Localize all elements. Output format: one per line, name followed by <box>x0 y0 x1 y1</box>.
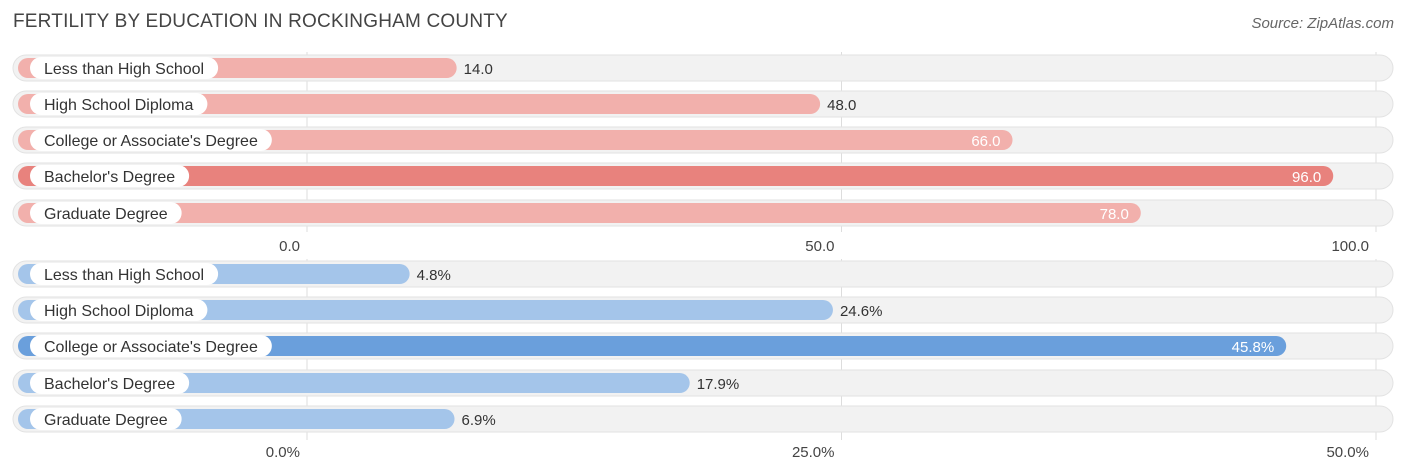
category-pill <box>30 93 208 115</box>
category-pill <box>30 372 190 394</box>
category-pill <box>30 165 190 187</box>
bar-row-graduate-degree: Graduate Degree 6.9% <box>12 405 1394 433</box>
tick-label: 0.0 <box>279 238 300 255</box>
tick-label: 100.0 <box>1331 238 1369 255</box>
category-label: High School Diploma <box>44 303 194 320</box>
value-label: 45.8% <box>1232 339 1275 356</box>
value-label: 96.0 <box>1292 169 1321 186</box>
bar <box>18 300 833 320</box>
bar-row-less-than-high-school: Less than High School 14.0 <box>12 54 1394 82</box>
tick-label: 50.0% <box>1326 444 1369 461</box>
category-label: Graduate Degree <box>44 412 168 429</box>
category-label: High School Diploma <box>44 97 194 114</box>
value-label: 66.0 <box>971 133 1000 150</box>
bar-row-college-or-associate-s-degree: College or Associate's Degree 45.8% <box>12 332 1394 360</box>
bar <box>18 94 821 114</box>
panel-fertility-rate: Less than High School 14.0 High School Dip… <box>12 52 1394 255</box>
category-label: Graduate Degree <box>44 206 168 223</box>
bar-row-bachelor-s-degree: Bachelor's Degree 17.9% <box>12 369 1394 397</box>
source-label: Source: ZipAtlas.com <box>1251 15 1394 32</box>
value-label: 14.0 <box>464 61 493 78</box>
bar <box>18 336 1287 356</box>
value-label: 48.0 <box>827 97 856 114</box>
category-label: Less than High School <box>44 61 204 78</box>
bar <box>18 203 1141 223</box>
category-label: Bachelor's Degree <box>44 169 175 186</box>
chart-title: FERTILITY BY EDUCATION IN ROCKINGHAM COU… <box>13 11 508 32</box>
category-pill <box>30 408 182 430</box>
bar-row-college-or-associate-s-degree: College or Associate's Degree 66.0 <box>12 126 1394 154</box>
value-label: 6.9% <box>462 412 496 429</box>
category-pill <box>30 299 208 321</box>
category-pill <box>30 202 182 224</box>
category-pill <box>30 263 219 285</box>
value-label: 78.0 <box>1100 206 1129 223</box>
bar-row-high-school-diploma: High School Diploma 24.6% <box>12 296 1394 324</box>
category-pill <box>30 335 272 357</box>
category-label: Less than High School <box>44 267 204 284</box>
bar-row-less-than-high-school: Less than High School 4.8% <box>12 260 1394 288</box>
category-pill <box>30 129 272 151</box>
bar-row-high-school-diploma: High School Diploma 48.0 <box>12 90 1394 118</box>
category-label: College or Associate's Degree <box>44 133 258 150</box>
value-label: 17.9% <box>697 376 740 393</box>
tick-label: 0.0% <box>266 444 300 461</box>
category-pill <box>30 57 219 79</box>
bar <box>18 166 1334 186</box>
bar-row-bachelor-s-degree: Bachelor's Degree 96.0 <box>12 162 1394 190</box>
value-label: 24.6% <box>840 303 883 320</box>
category-label: Bachelor's Degree <box>44 376 175 393</box>
value-label: 4.8% <box>417 267 451 284</box>
tick-label: 25.0% <box>792 444 835 461</box>
panel-fertility-percent: Less than High School 4.8% High School Dip… <box>12 259 1394 461</box>
tick-label: 50.0 <box>805 238 834 255</box>
category-label: College or Associate's Degree <box>44 339 258 356</box>
bar-row-graduate-degree: Graduate Degree 78.0 <box>12 199 1394 227</box>
